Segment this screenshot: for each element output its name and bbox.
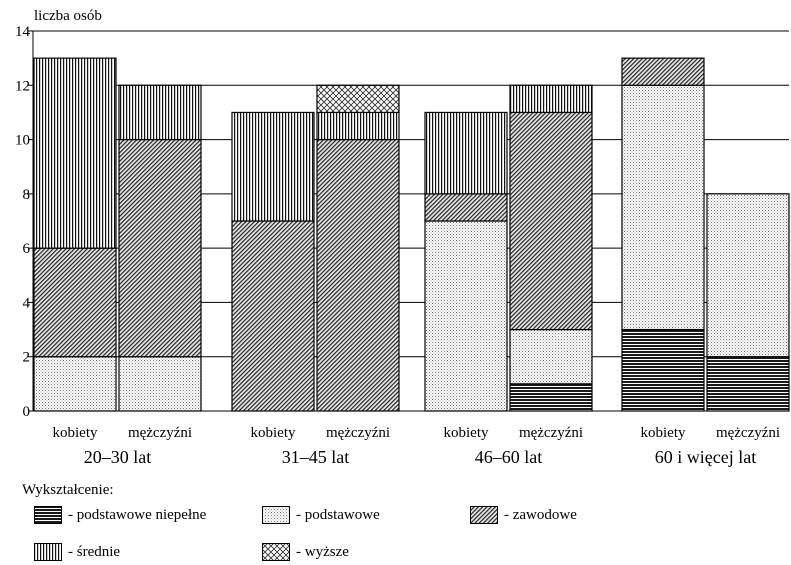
bar-label: kobiety [641,425,686,441]
axes [28,30,789,412]
legend-label-zawodowe: - zawodowe [504,506,577,523]
bar-segment-zawodowe [33,247,117,358]
legend-title: Wykształcenie: [22,482,114,498]
bar-segment-podstawowe_niepelne [509,383,593,412]
group-label: 60 i więcej lat [655,447,756,467]
bars [33,57,790,412]
bar-segment-srednie [33,57,117,249]
legend-item-srednie: - średnie [34,542,120,562]
legend-swatch-srednie [34,543,62,561]
bar-segment-podstawowe [509,328,593,385]
bar-segment-zawodowe [621,57,705,86]
bar-label: kobiety [444,425,489,441]
bar-label: mężczyźni [326,425,390,441]
y-tick-label: 8 [23,187,31,203]
bar-segment-zawodowe [316,138,400,412]
y-axis-label: liczba osób [34,8,102,24]
bar-segment-podstawowe [424,220,508,412]
bar-segment-wyzsze [316,84,400,114]
bar-segment-srednie [509,84,593,114]
bar-segment-srednie [231,111,315,222]
bar-segment-podstawowe [621,84,705,331]
legend-swatch-zawodowe [470,506,498,524]
bar-segment-zawodowe [118,138,202,358]
legend-swatch-podstawowe [262,506,290,524]
bar-segment-srednie [424,111,508,195]
bar-segment-podstawowe [118,356,202,412]
legend-label-srednie: - średnie [68,543,121,560]
bar-segment-podstawowe [706,193,790,358]
y-tick-label: 14 [15,24,31,40]
group-label: 31–45 lat [282,447,350,467]
y-tick-label: 12 [15,78,30,94]
y-tick-label: 6 [23,241,31,257]
group-label: 20–30 lat [84,447,152,467]
bar-segment-zawodowe [509,111,593,331]
legend-swatch-wyzsze [262,543,290,561]
y-tick-label: 2 [23,350,31,366]
bar-segment-podstawowe_niepelne [621,328,705,412]
y-tick-label: 4 [23,295,31,311]
bar-segment-zawodowe [424,193,508,222]
bar-segment-srednie [316,111,400,141]
legend-item-zawodowe: - zawodowe [470,505,577,525]
bar-segment-zawodowe [231,220,315,412]
bar-label: kobiety [251,425,296,441]
y-tick-label: 0 [23,404,31,420]
bar-segment-srednie [118,84,202,141]
bar-label: kobiety [53,425,98,441]
group-label: 46–60 lat [475,447,543,467]
legend-label-podstawowe: - podstawowe [296,506,380,523]
legend-label-podstawowe-niepelne: - podstawowe niepełne [68,506,207,523]
y-tick-label: 10 [15,133,30,149]
bar-label: mężczyźni [519,425,583,441]
legend-item-wyzsze: - wyższe [262,542,349,562]
bar-label: mężczyźni [716,425,780,441]
legend-item-podstawowe: - podstawowe [262,505,380,525]
legend-swatch-podstawowe-niepelne [34,506,62,524]
legend-label-wyzsze: - wyższe [296,543,349,560]
bar-label: mężczyźni [128,425,192,441]
legend-item-podstawowe-niepelne: - podstawowe niepełne [34,505,206,525]
